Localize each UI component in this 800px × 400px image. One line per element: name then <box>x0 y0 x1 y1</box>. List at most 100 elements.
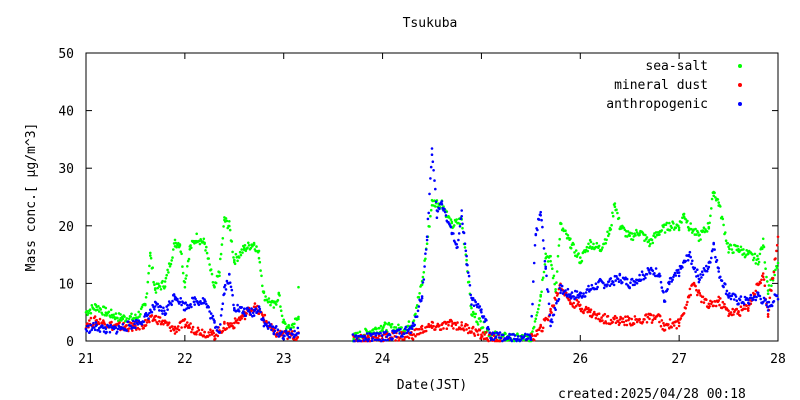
data-point <box>252 314 256 317</box>
data-point <box>542 270 546 274</box>
data-point <box>580 307 584 311</box>
data-point <box>756 257 760 261</box>
data-point <box>450 220 454 224</box>
data-point <box>385 335 389 338</box>
data-point <box>587 284 590 288</box>
data-point <box>762 245 766 249</box>
data-point <box>399 328 402 331</box>
data-point <box>580 259 584 263</box>
data-point <box>407 336 411 340</box>
data-point <box>275 303 278 306</box>
data-point <box>560 222 563 226</box>
data-point <box>420 324 424 328</box>
data-point <box>677 268 680 272</box>
data-point <box>180 303 183 307</box>
data-point <box>165 305 168 308</box>
data-point <box>745 304 748 308</box>
data-point <box>150 314 154 317</box>
data-point <box>223 283 227 287</box>
data-point <box>158 285 162 288</box>
data-point <box>594 316 598 320</box>
data-point <box>417 305 421 308</box>
data-point <box>638 273 641 277</box>
data-point <box>455 218 459 221</box>
data-point <box>493 332 496 335</box>
data-point <box>727 251 730 254</box>
data-point <box>651 269 655 273</box>
data-point <box>452 232 455 235</box>
y-tick-label: 50 <box>58 47 74 62</box>
data-point <box>129 315 132 318</box>
data-point <box>752 256 756 260</box>
data-point <box>297 315 300 319</box>
data-point <box>188 326 192 329</box>
data-point <box>460 324 464 327</box>
data-point <box>447 323 450 327</box>
data-point <box>543 259 547 263</box>
data-point <box>565 294 569 298</box>
data-point <box>689 293 692 297</box>
data-point <box>527 337 530 340</box>
data-point <box>287 331 290 335</box>
data-point <box>207 331 210 334</box>
data-point <box>662 291 665 294</box>
data-point <box>156 286 159 290</box>
data-point <box>668 318 672 321</box>
data-point <box>613 317 616 321</box>
data-point <box>459 217 463 221</box>
data-point <box>761 272 765 275</box>
y-axis: 0 10 20 30 40 50 <box>58 47 778 350</box>
data-point <box>767 284 771 287</box>
data-point <box>140 323 144 326</box>
data-point <box>572 295 575 298</box>
data-point <box>365 332 369 335</box>
data-point <box>672 222 675 225</box>
data-point <box>610 282 613 286</box>
data-point <box>292 325 295 329</box>
data-point <box>724 239 728 242</box>
data-point <box>551 276 555 280</box>
data-point <box>480 311 483 314</box>
data-point <box>717 267 720 270</box>
data-point <box>162 323 165 326</box>
data-point <box>411 338 415 341</box>
data-point <box>426 217 430 221</box>
data-point <box>244 249 248 253</box>
data-point <box>539 210 542 214</box>
data-point <box>436 322 440 326</box>
data-point <box>404 325 408 329</box>
data-point <box>369 334 373 337</box>
data-point <box>401 335 405 338</box>
data-point <box>429 208 433 212</box>
data-point <box>537 218 541 221</box>
data-point <box>579 291 583 295</box>
data-point <box>85 329 89 333</box>
data-point <box>592 242 595 246</box>
data-point <box>733 298 736 301</box>
data-point <box>560 284 564 288</box>
data-point <box>184 301 187 305</box>
data-point <box>486 325 490 329</box>
data-point <box>382 326 385 329</box>
data-point <box>609 277 613 280</box>
data-point <box>232 256 235 259</box>
data-point <box>498 331 502 334</box>
data-point <box>428 192 431 196</box>
data-point <box>85 309 89 313</box>
data-point <box>181 265 184 268</box>
data-point <box>431 160 435 163</box>
data-point <box>99 308 103 311</box>
data-point <box>761 247 764 251</box>
data-point <box>677 228 681 232</box>
data-point <box>541 239 545 242</box>
data-point <box>766 309 770 312</box>
data-point <box>219 314 223 317</box>
data-point <box>168 265 172 268</box>
data-point <box>424 248 428 251</box>
data-point <box>416 309 420 313</box>
data-point <box>684 307 687 310</box>
data-point <box>165 321 168 324</box>
data-point <box>379 324 383 328</box>
data-point <box>193 303 196 306</box>
data-point <box>127 327 131 330</box>
